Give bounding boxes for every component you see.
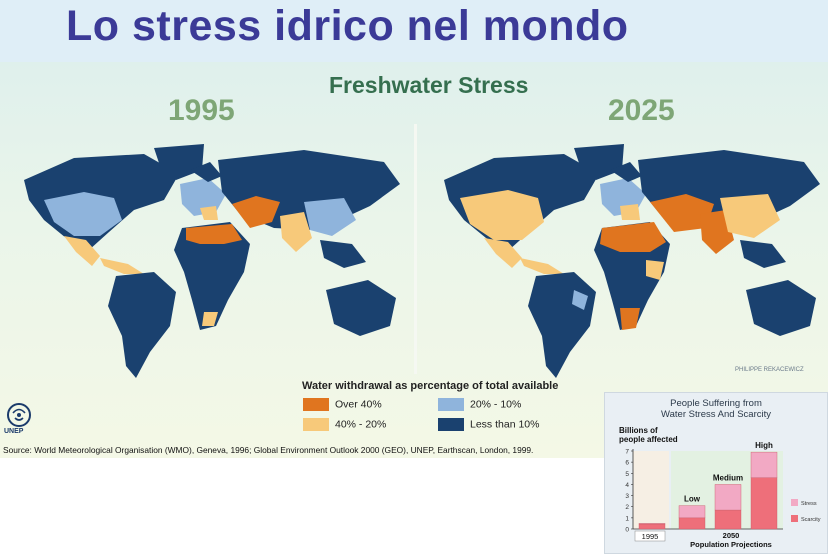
- chart-title-line: Water Stress And Scarcity: [661, 409, 771, 420]
- x-label-box-1995: [634, 530, 666, 542]
- asia: [638, 150, 820, 268]
- y-tick-label: 2: [625, 504, 629, 511]
- y-tick-label: 5: [625, 471, 629, 478]
- legend-swatch: [303, 398, 329, 411]
- australia: [746, 280, 816, 336]
- freshwater-stress-poster: Freshwater Stress 1995 2025: [0, 62, 828, 458]
- north-america: [444, 154, 599, 274]
- bar-stress-low: [678, 505, 706, 519]
- bar-stress-1995: [638, 523, 666, 525]
- world-map-1995: [24, 144, 400, 378]
- legend-swatch: [438, 398, 464, 411]
- unep-logo-text: UNEP: [4, 428, 24, 435]
- y-tick-label: 6: [625, 460, 629, 467]
- chart-legend-label: Stress: [801, 501, 817, 507]
- legend-item-less-10: Less than 10%: [438, 418, 539, 431]
- legend-swatch: [438, 418, 464, 431]
- y-tick-label: 4: [625, 482, 629, 489]
- title-band: [0, 0, 828, 62]
- legend-swatch: [303, 418, 329, 431]
- people-affected-chart: People Suffering from Water Stress And Sc…: [604, 392, 828, 554]
- australia: [326, 280, 396, 336]
- asia: [218, 150, 400, 268]
- x-label-2050: 2050: [723, 531, 740, 540]
- map-credit: PHILIPPE REKACEWICZ: [735, 367, 804, 373]
- poster-title: Freshwater Stress: [329, 72, 529, 98]
- bar-stress-medium: [714, 484, 742, 511]
- legend-item-40-20: 40% - 20%: [303, 418, 386, 431]
- y-tick-label: 1: [625, 515, 629, 522]
- legend-item-over-40: Over 40%: [303, 398, 382, 411]
- chart-legend-swatch: [791, 515, 798, 522]
- y-tick-label: 3: [625, 493, 629, 500]
- legend-label: 20% - 10%: [470, 398, 522, 411]
- legend-label: Over 40%: [335, 398, 382, 411]
- plot-panel-1995: [633, 451, 669, 529]
- legend-title: Water withdrawal as percentage of total …: [302, 380, 559, 392]
- south-america: [108, 272, 176, 378]
- year-label-2025: 2025: [608, 94, 675, 127]
- north-america: [24, 154, 179, 274]
- africa: [594, 222, 670, 330]
- world-map-2025: [444, 144, 820, 378]
- bar-scarcity-low: [678, 517, 706, 530]
- y-axis-label: Billions of: [619, 426, 658, 435]
- bar-category-label: Low: [684, 495, 701, 504]
- europe: [600, 162, 646, 220]
- bar-stress-high: [750, 451, 778, 478]
- chart-legend-label: Scarcity: [801, 517, 821, 523]
- bar-scarcity-medium: [714, 509, 742, 530]
- x-label-projections: Population Projections: [690, 540, 772, 549]
- chart-title-line: People Suffering from: [670, 398, 762, 409]
- year-label-1995: 1995: [168, 94, 235, 127]
- unep-logo-icon: [7, 403, 31, 427]
- chart-legend-swatch: [791, 499, 798, 506]
- source-citation: Source: World Meteorological Organisatio…: [3, 445, 534, 455]
- bar-scarcity-high: [750, 477, 778, 530]
- bar-category-label: Medium: [713, 473, 743, 482]
- legend-label: Less than 10%: [470, 418, 540, 431]
- legend-item-20-10: 20% - 10%: [438, 398, 521, 411]
- south-america: [528, 272, 596, 378]
- y-axis-label: people affected: [619, 435, 678, 444]
- bar-scarcity-1995: [638, 523, 666, 530]
- y-tick-label: 7: [625, 449, 629, 456]
- bar-category-label: High: [755, 441, 773, 450]
- africa: [174, 222, 250, 330]
- slide-title: Lo stress idrico nel mondo: [66, 2, 629, 50]
- europe: [180, 162, 226, 220]
- x-label-1995: 1995: [642, 532, 659, 541]
- map-divider: [414, 124, 417, 374]
- legend-label: 40% - 20%: [335, 418, 387, 431]
- y-tick-label: 0: [625, 527, 629, 534]
